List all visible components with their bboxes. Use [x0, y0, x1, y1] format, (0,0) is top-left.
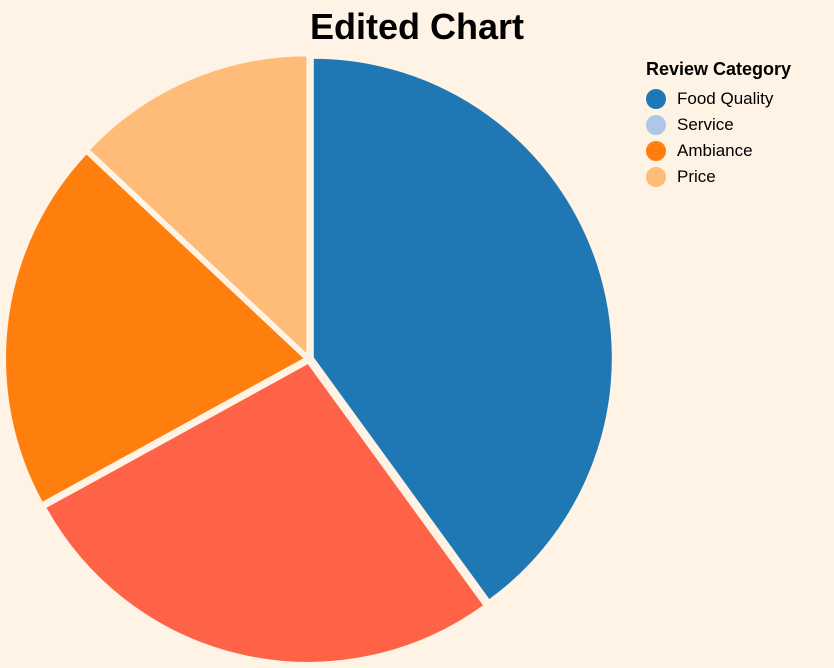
pie-slice-ambiance[interactable] [4, 152, 307, 505]
legend-label: Service [677, 115, 734, 134]
legend: Review Category Food Quality Service Ambia… [646, 59, 791, 190]
legend-item[interactable]: Food Quality [646, 86, 791, 112]
legend-title: Review Category [646, 59, 792, 79]
pie-slice-price[interactable] [87, 54, 309, 357]
legend-swatch [646, 167, 666, 187]
pie-slice-food-quality[interactable] [311, 56, 614, 602]
pie-slice-service[interactable] [44, 361, 486, 664]
chart-title: Edited Chart [309, 6, 524, 47]
legend-label: Price [677, 167, 716, 186]
legend-item[interactable]: Price [646, 164, 791, 190]
pie-slices [4, 54, 614, 664]
legend-label: Ambiance [677, 141, 753, 160]
legend-swatch [646, 141, 666, 161]
legend-items: Food Quality Service Ambiance Price [646, 86, 791, 190]
legend-swatch [646, 89, 666, 109]
legend-swatch [646, 115, 666, 135]
legend-item[interactable]: Ambiance [646, 138, 791, 164]
legend-item[interactable]: Service [646, 112, 791, 138]
legend-label: Food Quality [677, 89, 774, 108]
